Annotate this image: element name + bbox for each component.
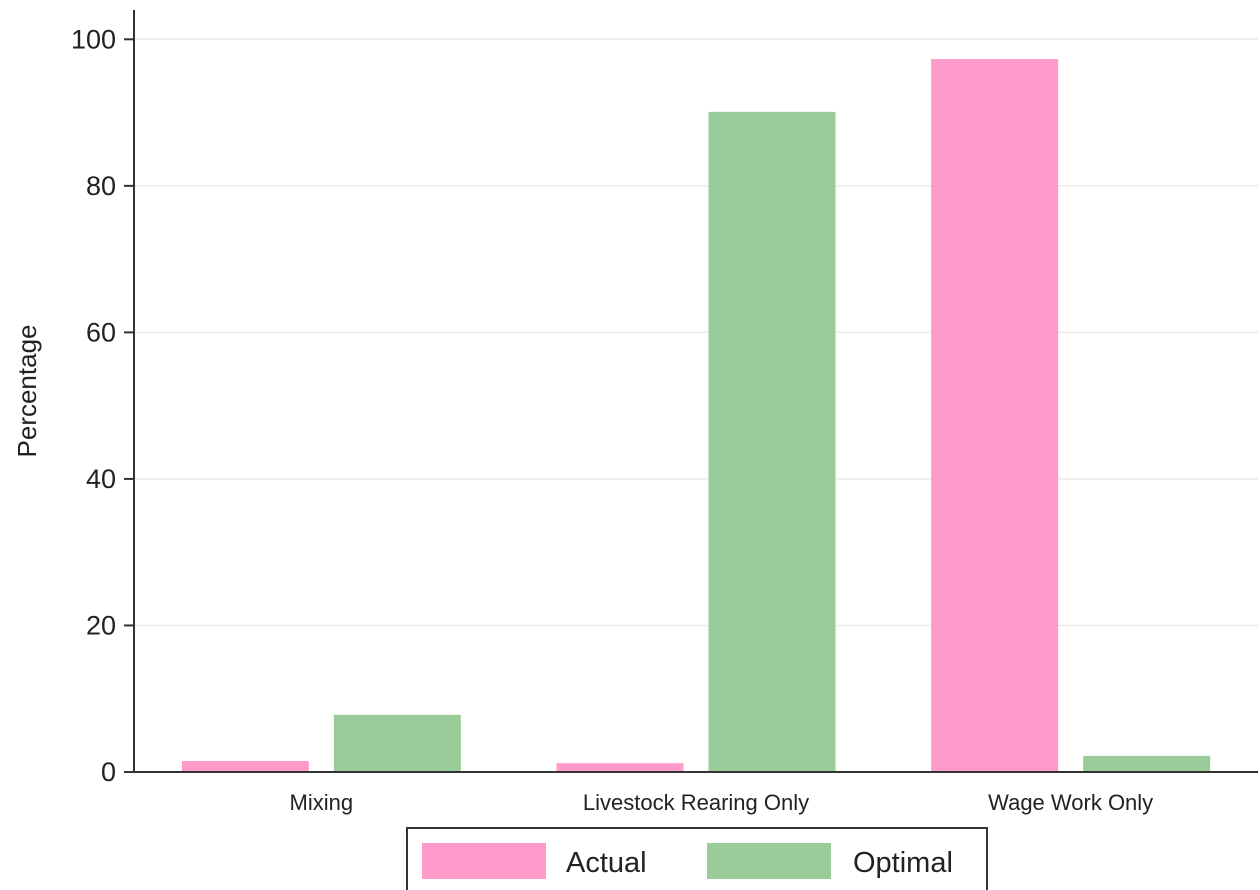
- legend-label-optimal: Optimal: [853, 847, 953, 879]
- bar-optimal-0: [333, 714, 461, 772]
- y-tick-label: 40: [86, 464, 116, 494]
- gridlines: [134, 38, 1258, 627]
- y-axis-label: Percentage: [12, 325, 42, 458]
- y-tick-label: 60: [86, 317, 116, 347]
- axes: 0 20 40 60 80 100 Mixing Livestock Rearing Only…: [71, 10, 1258, 815]
- bars: [181, 59, 1211, 772]
- y-tick-label: 0: [101, 757, 116, 787]
- legend-swatch-actual: [422, 843, 546, 879]
- y-tick-label: 80: [86, 171, 116, 201]
- x-category-label: Livestock Rearing Only: [583, 790, 809, 815]
- bar-actual-2: [931, 59, 1059, 772]
- legend-label-actual: Actual: [566, 847, 647, 879]
- y-tick-label: 100: [71, 24, 116, 54]
- x-category-label: Wage Work Only: [988, 790, 1153, 815]
- legend-swatch-optimal: [707, 843, 831, 879]
- y-tick-label: 20: [86, 610, 116, 640]
- bar-actual-1: [556, 763, 684, 772]
- bar-optimal-1: [708, 111, 836, 772]
- legend: Actual Optimal: [406, 827, 988, 890]
- bar-optimal-2: [1083, 755, 1211, 772]
- bar-actual-0: [181, 761, 309, 772]
- x-category-label: Mixing: [290, 790, 354, 815]
